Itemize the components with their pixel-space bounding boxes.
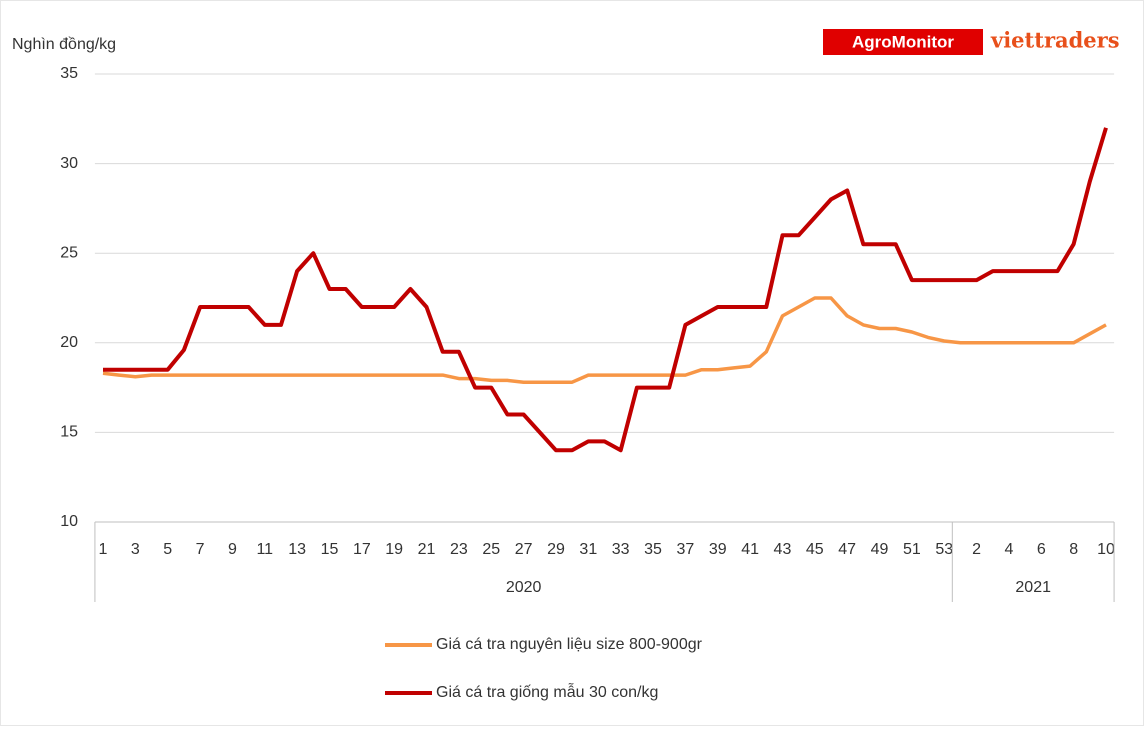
x-tick-label: 25 <box>482 541 500 558</box>
y-tick-label: 35 <box>60 65 78 82</box>
legend-label: Giá cá tra giống mẫu 30 con/kg <box>436 682 658 701</box>
x-tick-label: 6 <box>1037 541 1046 558</box>
x-tick-label: 1 <box>99 541 108 558</box>
x-tick-label: 31 <box>579 541 597 558</box>
y-tick-label: 10 <box>60 513 78 530</box>
y-tick-label: 20 <box>60 334 78 351</box>
legend-label: Giá cá tra nguyên liệu size 800-900gr <box>436 636 703 653</box>
x-tick-label: 47 <box>838 541 856 558</box>
x-tick-label: 13 <box>288 541 306 558</box>
group-label: 2020 <box>506 579 542 596</box>
series-line <box>103 127 1108 453</box>
x-tick-label: 45 <box>806 541 824 558</box>
x-tick-label: 4 <box>1004 541 1013 558</box>
x-tick-label: 7 <box>196 541 205 558</box>
y-axis-label: Nghìn đồng/kg <box>12 36 116 53</box>
x-tick-label: 21 <box>418 541 436 558</box>
x-tick-label: 19 <box>385 541 403 558</box>
x-tick-label: 15 <box>321 541 339 558</box>
logo: viettraders <box>990 28 1120 53</box>
x-tick-label: 33 <box>612 541 630 558</box>
x-tick-label: 53 <box>935 541 953 558</box>
x-tick-label: 2 <box>972 541 981 558</box>
x-tick-label: 5 <box>163 541 172 558</box>
x-tick-label: 27 <box>515 541 533 558</box>
x-tick-label: 23 <box>450 541 468 558</box>
x-tick-label: 3 <box>131 541 140 558</box>
x-tick-label: 35 <box>644 541 662 558</box>
x-tick-label: 51 <box>903 541 921 558</box>
x-tick-label: 41 <box>741 541 759 558</box>
x-tick-label: 37 <box>676 541 694 558</box>
y-tick-label: 15 <box>60 424 78 441</box>
y-tick-label: 30 <box>60 155 78 172</box>
x-tick-label: 8 <box>1069 541 1078 558</box>
group-label: 2021 <box>1015 579 1051 596</box>
logo-box <box>823 29 983 55</box>
x-tick-label: 49 <box>871 541 889 558</box>
x-tick-label: 9 <box>228 541 237 558</box>
x-tick-label: 11 <box>256 541 273 558</box>
x-tick-label: 17 <box>353 541 371 558</box>
x-tick-label: 29 <box>547 541 565 558</box>
logo: AgroMonitor <box>852 32 954 51</box>
x-tick-label: 43 <box>774 541 792 558</box>
series-line <box>102 296 1107 384</box>
x-tick-label: 10 <box>1097 541 1115 558</box>
x-tick-label: 39 <box>709 541 727 558</box>
y-tick-label: 25 <box>60 244 78 261</box>
